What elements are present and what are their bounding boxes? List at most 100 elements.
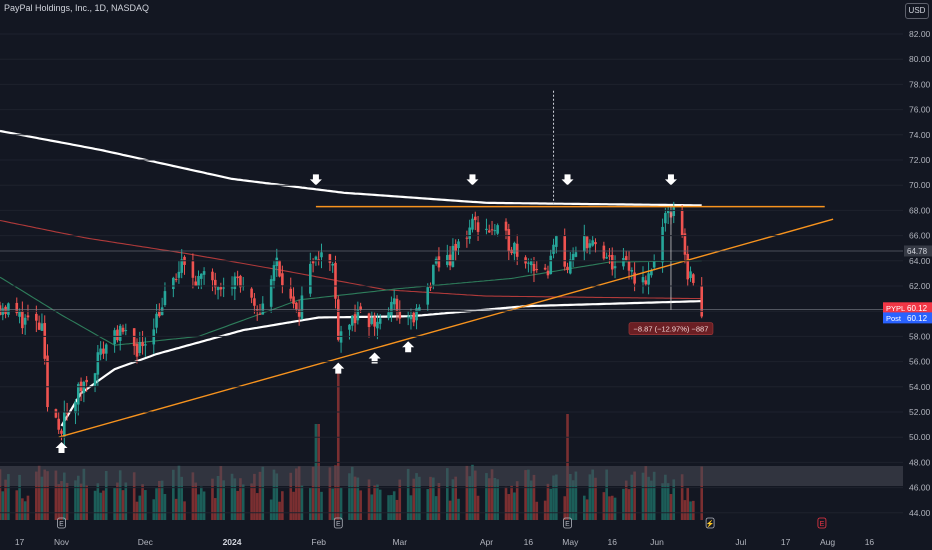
candle-body <box>390 301 393 316</box>
price-axis[interactable]: 82.00 80.00 78.00 76.00 74.00 72.00 70.00 68.00… <box>0 29 932 518</box>
volume-bar <box>197 494 200 520</box>
candle-body <box>412 312 416 323</box>
candle-body <box>26 315 30 318</box>
volume-bar <box>158 480 161 520</box>
candle-body <box>471 218 474 230</box>
candle-body <box>74 401 77 414</box>
post-price-tag-bg <box>904 312 932 324</box>
volume-bar <box>350 466 354 520</box>
volume-bar <box>255 493 259 520</box>
candle-body <box>328 254 332 263</box>
volume-bar <box>387 495 390 520</box>
volume-bar <box>331 488 334 520</box>
candle-body <box>116 329 119 341</box>
time-axis-label: May <box>562 537 579 547</box>
candle-body <box>546 270 550 276</box>
volume-bar <box>468 476 471 520</box>
down-arrow-icon <box>309 174 322 186</box>
volume-bar <box>666 483 670 520</box>
price-axis-label: 66.00 <box>909 231 931 241</box>
candle-body <box>37 322 41 330</box>
candle-body <box>40 323 44 331</box>
volume-bar <box>434 496 438 520</box>
time-axis[interactable]: 17 Nov Dec 2024 Feb Mar Apr 16 May 16 Jun Jul 17 Aug 1… <box>15 537 875 547</box>
volume-bar <box>650 480 653 520</box>
volume-bar <box>493 477 497 520</box>
candle-body <box>485 228 488 231</box>
volume-bar <box>378 489 382 520</box>
price-axis-label: 52.00 <box>909 407 931 417</box>
candle-body <box>588 243 592 248</box>
volume-bar <box>471 464 474 520</box>
volume-bar <box>76 475 80 520</box>
event-marker-label: E <box>565 521 570 528</box>
candle-body <box>197 275 200 286</box>
price-axis-label: 68.00 <box>909 205 931 215</box>
volume-bar <box>370 494 374 520</box>
volume-bar <box>121 490 125 520</box>
currency-button[interactable]: USD <box>905 3 929 19</box>
candle-body <box>309 263 312 294</box>
volume-bar <box>680 474 684 520</box>
candle-body <box>552 244 555 254</box>
candle-body <box>392 298 396 305</box>
price-axis-label: 48.00 <box>909 457 931 467</box>
volume-bar <box>183 501 186 520</box>
candle-body <box>627 261 631 271</box>
volume-bar <box>116 482 119 520</box>
volume-bar <box>222 480 225 520</box>
volume-bar <box>588 474 592 520</box>
volume-bar <box>591 469 594 520</box>
volume-bar <box>376 484 379 520</box>
symbol-price-tag: 60.12 <box>907 304 928 313</box>
post-tag-bg <box>883 312 904 324</box>
candle-body <box>487 230 491 233</box>
candle-body <box>446 255 449 265</box>
volume-bar <box>574 471 578 520</box>
volume-bar <box>79 483 83 520</box>
candle-body <box>7 303 10 315</box>
candle-body <box>661 226 664 263</box>
down-arrow-icon <box>561 174 574 186</box>
price-axis-label: 64.00 <box>909 256 931 266</box>
sma-line-white <box>60 300 702 427</box>
volume-bar <box>543 500 547 520</box>
candle-body <box>191 261 195 278</box>
volume-bar <box>692 500 695 520</box>
volume-bar <box>155 488 158 520</box>
volume-bar <box>202 491 206 520</box>
volume-bar <box>26 495 30 520</box>
candle-body <box>672 207 676 216</box>
candle-body <box>457 241 460 249</box>
candle-body <box>99 348 102 355</box>
volume-bar <box>585 499 589 520</box>
volume-bar <box>608 496 611 520</box>
volume-bar <box>241 484 245 520</box>
candle-body <box>348 324 351 330</box>
candle-body <box>549 255 553 275</box>
candle-body <box>163 291 167 306</box>
candle-body <box>18 310 21 317</box>
event-marker-icon <box>333 517 343 529</box>
candle-body <box>644 280 648 285</box>
event-marker-icon <box>563 517 572 529</box>
volume-bar <box>230 473 234 520</box>
volume-bar <box>269 499 273 520</box>
volume-bar <box>569 473 572 520</box>
candle-body <box>258 313 262 315</box>
volume-bar <box>40 476 44 520</box>
candle-body <box>515 243 519 257</box>
volume-bar <box>320 491 323 520</box>
candle-body <box>476 222 480 232</box>
symbol-tag: PYPL <box>886 304 905 313</box>
candle-body <box>172 277 175 290</box>
volume-bar <box>683 500 687 520</box>
candle-body <box>180 259 184 273</box>
time-axis-label: Jul <box>735 537 746 547</box>
sma-line-white <box>0 129 702 207</box>
volume-bar <box>135 501 139 520</box>
price-axis-label: 70.00 <box>909 180 931 190</box>
event-marker-label: E <box>820 521 825 528</box>
candle-body <box>683 233 687 255</box>
